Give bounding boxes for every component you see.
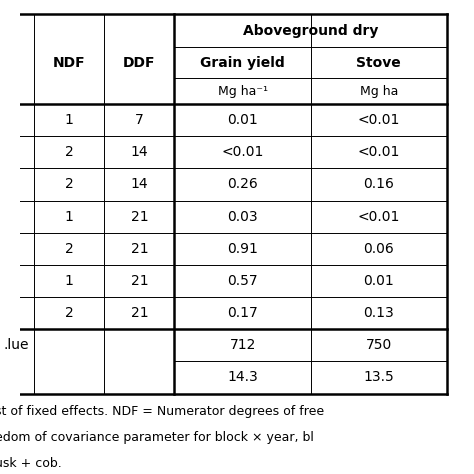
- Text: 14: 14: [130, 146, 148, 159]
- Text: .lue: .lue: [4, 338, 29, 352]
- Text: 21: 21: [130, 210, 148, 224]
- Text: 0.03: 0.03: [227, 210, 258, 224]
- Text: 2: 2: [64, 146, 73, 159]
- Text: st of fixed effects. NDF = Numerator degrees of free: st of fixed effects. NDF = Numerator deg…: [0, 405, 324, 419]
- Text: 1: 1: [64, 274, 73, 288]
- Text: 0.17: 0.17: [227, 306, 258, 320]
- Text: 712: 712: [229, 338, 256, 352]
- Text: 0.01: 0.01: [227, 113, 258, 127]
- Text: 21: 21: [130, 274, 148, 288]
- Text: 2: 2: [64, 242, 73, 256]
- Text: 21: 21: [130, 242, 148, 256]
- Text: 1: 1: [64, 210, 73, 224]
- Text: edom of covariance parameter for block × year, bl: edom of covariance parameter for block ×…: [0, 431, 314, 445]
- Text: Mg ha: Mg ha: [359, 84, 398, 98]
- Text: usk + cob.: usk + cob.: [0, 457, 62, 470]
- Text: 2: 2: [64, 306, 73, 320]
- Text: Grain yield: Grain yield: [200, 55, 285, 70]
- Text: Aboveground dry: Aboveground dry: [243, 24, 378, 38]
- Text: Stove: Stove: [356, 55, 401, 70]
- Text: 0.06: 0.06: [364, 242, 394, 256]
- Text: Mg ha⁻¹: Mg ha⁻¹: [218, 84, 267, 98]
- Text: 0.91: 0.91: [227, 242, 258, 256]
- Text: <0.01: <0.01: [357, 113, 400, 127]
- Text: 21: 21: [130, 306, 148, 320]
- Text: <0.01: <0.01: [221, 146, 264, 159]
- Text: 7: 7: [135, 113, 144, 127]
- Text: <0.01: <0.01: [357, 210, 400, 224]
- Text: 2: 2: [64, 177, 73, 191]
- Text: NDF: NDF: [53, 55, 85, 70]
- Text: 0.16: 0.16: [363, 177, 394, 191]
- Text: 750: 750: [365, 338, 392, 352]
- Text: 1: 1: [64, 113, 73, 127]
- Text: 13.5: 13.5: [364, 371, 394, 384]
- Text: 0.26: 0.26: [227, 177, 258, 191]
- Text: DDF: DDF: [123, 55, 155, 70]
- Text: <0.01: <0.01: [357, 146, 400, 159]
- Text: 14.3: 14.3: [227, 371, 258, 384]
- Text: 14: 14: [130, 177, 148, 191]
- Text: 0.01: 0.01: [364, 274, 394, 288]
- Text: 0.13: 0.13: [364, 306, 394, 320]
- Text: 0.57: 0.57: [227, 274, 258, 288]
